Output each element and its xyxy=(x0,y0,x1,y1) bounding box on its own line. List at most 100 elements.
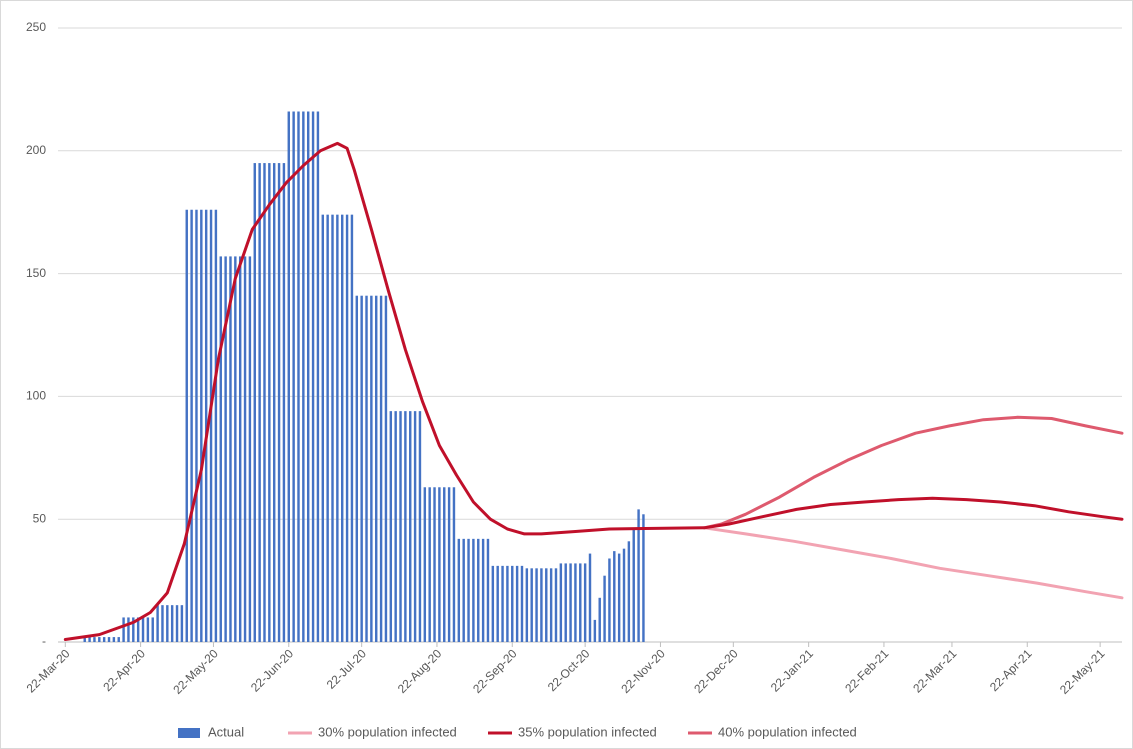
bar xyxy=(98,637,101,642)
bar xyxy=(117,637,120,642)
bar xyxy=(311,111,315,642)
bar xyxy=(102,637,106,642)
bar xyxy=(268,163,271,642)
bar xyxy=(136,617,140,642)
bar xyxy=(501,565,504,642)
bar xyxy=(302,111,305,642)
bar xyxy=(122,617,125,642)
bar xyxy=(297,111,300,642)
bar xyxy=(93,637,96,642)
bar xyxy=(243,256,247,642)
bar xyxy=(520,565,524,642)
bar xyxy=(384,295,388,642)
bar xyxy=(477,538,480,642)
bar xyxy=(336,214,339,642)
legend-label: Actual xyxy=(208,724,244,739)
bar xyxy=(545,568,548,642)
line xyxy=(702,415,1124,530)
bar xyxy=(613,551,616,642)
y-tick-label: - xyxy=(42,634,46,648)
bar xyxy=(170,605,174,642)
bar xyxy=(146,617,150,642)
y-tick-label: 150 xyxy=(26,266,46,280)
bar xyxy=(409,411,412,642)
bar xyxy=(238,256,242,642)
bar xyxy=(622,548,626,642)
bar xyxy=(83,637,86,642)
bar xyxy=(341,214,344,642)
bar xyxy=(316,111,320,642)
bar xyxy=(428,487,431,642)
bar xyxy=(272,163,276,642)
bar xyxy=(156,605,159,642)
bar xyxy=(481,538,485,642)
bar xyxy=(326,214,329,642)
bar xyxy=(404,411,407,642)
bar xyxy=(277,163,281,642)
bar xyxy=(161,605,164,642)
bar xyxy=(185,209,188,642)
bar xyxy=(175,605,179,642)
bar xyxy=(195,209,198,642)
y-tick-label: 100 xyxy=(26,389,46,403)
bar xyxy=(166,605,169,642)
bar xyxy=(637,509,640,642)
bar xyxy=(467,538,470,642)
bar xyxy=(452,487,456,642)
bar xyxy=(559,563,563,642)
legend-swatch xyxy=(178,728,200,738)
bar xyxy=(617,553,621,642)
bar xyxy=(554,568,558,642)
legend-label: 40% population infected xyxy=(718,724,857,739)
bar xyxy=(180,605,184,642)
bar xyxy=(355,295,359,642)
bar xyxy=(530,568,533,642)
legend-label: 35% population infected xyxy=(518,724,657,739)
bar xyxy=(200,209,203,642)
line xyxy=(702,526,1124,600)
bar xyxy=(588,553,592,642)
bar xyxy=(540,568,543,642)
bar xyxy=(579,563,582,642)
bar xyxy=(443,487,446,642)
bar xyxy=(433,487,436,642)
bar xyxy=(375,295,378,642)
bar xyxy=(345,214,349,642)
bar xyxy=(564,563,567,642)
bar xyxy=(234,256,237,642)
y-tick-label: 200 xyxy=(26,143,46,157)
bar xyxy=(399,411,402,642)
y-tick-label: 250 xyxy=(26,20,46,34)
line xyxy=(63,141,1124,641)
bar xyxy=(496,565,499,642)
bar xyxy=(438,487,441,642)
bar xyxy=(472,538,475,642)
bar xyxy=(141,617,145,642)
bar xyxy=(593,619,597,642)
bar xyxy=(365,295,368,642)
bar xyxy=(394,411,397,642)
bar xyxy=(253,163,256,642)
bar xyxy=(506,565,509,642)
bar xyxy=(321,214,324,642)
bar xyxy=(204,209,208,642)
bar xyxy=(370,295,373,642)
bar xyxy=(603,575,606,642)
bar xyxy=(462,538,465,642)
bar xyxy=(224,256,227,642)
bar xyxy=(574,563,577,642)
bar xyxy=(350,214,354,642)
bar xyxy=(583,563,587,642)
bar xyxy=(287,111,290,642)
bar xyxy=(209,209,213,642)
bar xyxy=(306,111,310,642)
bar xyxy=(569,563,572,642)
bar xyxy=(535,568,538,642)
bar xyxy=(608,558,611,642)
bar xyxy=(112,637,116,642)
bar xyxy=(331,214,334,642)
bar xyxy=(491,565,495,642)
bar xyxy=(127,617,130,642)
bar xyxy=(360,295,363,642)
